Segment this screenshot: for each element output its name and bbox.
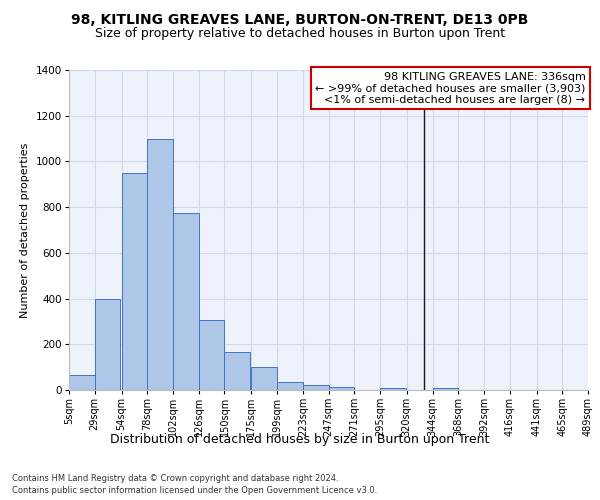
Bar <box>329 386 354 390</box>
Bar <box>303 386 329 390</box>
Text: 98 KITLING GREAVES LANE: 336sqm
← >99% of detached houses are smaller (3,903)
<1: 98 KITLING GREAVES LANE: 336sqm ← >99% o… <box>315 72 586 105</box>
Bar <box>95 298 121 390</box>
Bar <box>147 138 173 390</box>
Bar <box>199 320 224 390</box>
Text: Distribution of detached houses by size in Burton upon Trent: Distribution of detached houses by size … <box>110 432 490 446</box>
Bar <box>380 388 406 390</box>
Text: Contains public sector information licensed under the Open Government Licence v3: Contains public sector information licen… <box>12 486 377 495</box>
Bar <box>277 382 303 390</box>
Bar <box>251 367 277 390</box>
Bar <box>122 173 147 390</box>
Bar <box>173 213 199 390</box>
Bar <box>433 388 458 390</box>
Text: Contains HM Land Registry data © Crown copyright and database right 2024.: Contains HM Land Registry data © Crown c… <box>12 474 338 483</box>
Text: Size of property relative to detached houses in Burton upon Trent: Size of property relative to detached ho… <box>95 28 505 40</box>
Bar <box>224 352 250 390</box>
Y-axis label: Number of detached properties: Number of detached properties <box>20 142 30 318</box>
Text: 98, KITLING GREAVES LANE, BURTON-ON-TRENT, DE13 0PB: 98, KITLING GREAVES LANE, BURTON-ON-TREN… <box>71 12 529 26</box>
Bar <box>69 375 95 390</box>
